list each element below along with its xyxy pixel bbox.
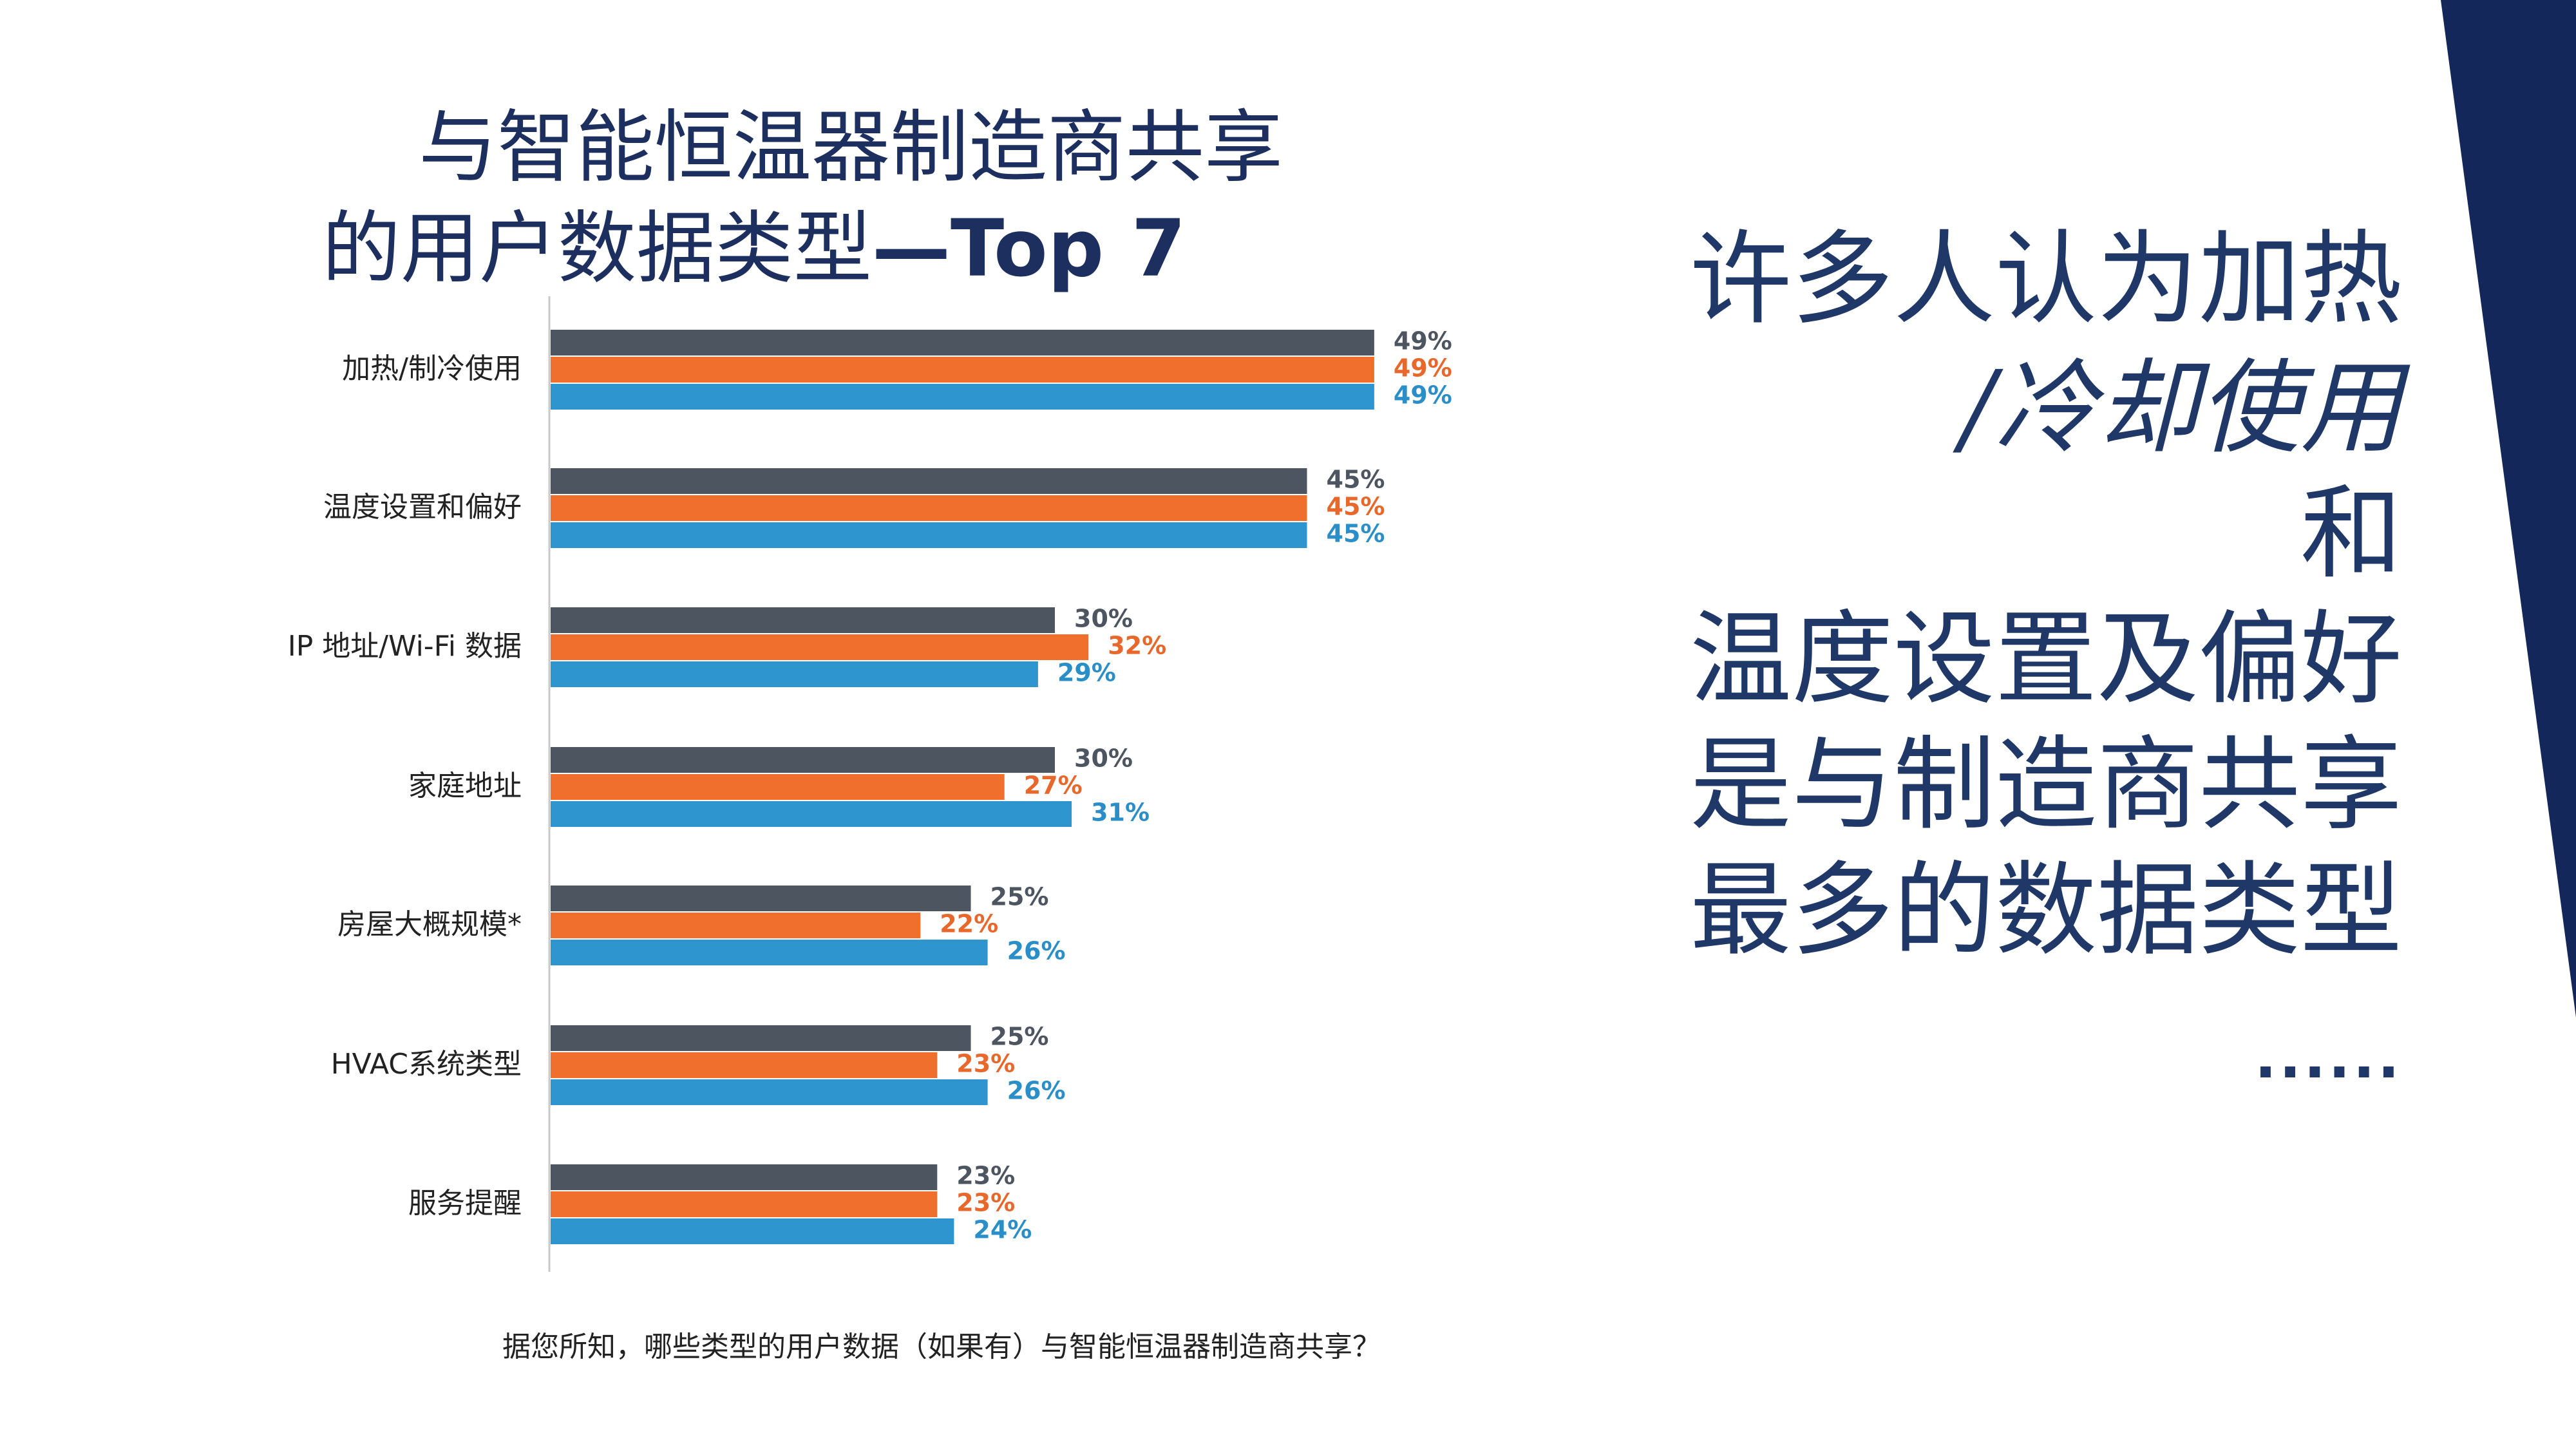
data-label: 49% xyxy=(1394,381,1452,410)
data-label: 23% xyxy=(956,1162,1015,1190)
bar xyxy=(551,801,1072,827)
bar xyxy=(551,747,1055,773)
key-message-line: 许多人认为加热 xyxy=(1690,220,2402,339)
bar xyxy=(551,1025,971,1051)
bar xyxy=(551,357,1374,383)
survey-question: 据您所知，哪些类型的用户数据（如果有）与智能恒温器制造商共享？ xyxy=(502,1331,1381,1363)
key-message-line: /冷却使用 xyxy=(1960,349,2402,468)
bar xyxy=(551,634,1089,660)
bar xyxy=(551,774,1005,800)
data-label: 23% xyxy=(956,1050,1015,1078)
bar xyxy=(551,940,988,965)
category-label: 温度设置和偏好 xyxy=(323,491,522,524)
data-label: 26% xyxy=(1007,1077,1066,1105)
bar xyxy=(551,1164,938,1190)
bar xyxy=(551,330,1374,355)
data-label: 27% xyxy=(1024,772,1083,800)
data-label: 45% xyxy=(1327,466,1385,494)
bar xyxy=(551,661,1038,687)
bar xyxy=(551,522,1307,548)
data-label: 49% xyxy=(1394,327,1452,355)
data-label: 26% xyxy=(1007,937,1066,965)
data-label: 49% xyxy=(1394,354,1452,383)
bar xyxy=(551,1079,988,1105)
bar xyxy=(551,384,1374,410)
category-label: 家庭地址 xyxy=(408,770,522,802)
data-label: 22% xyxy=(940,910,998,938)
data-label: 30% xyxy=(1074,605,1133,633)
key-message-line: 是与制造商共享 xyxy=(1690,726,2402,844)
category-label: HVAC系统类型 xyxy=(331,1048,522,1081)
category-label: IP 地址/Wi-Fi 数据 xyxy=(288,630,522,663)
bar xyxy=(551,913,921,938)
category-label: 房屋大概规模* xyxy=(337,908,522,941)
key-message-line: 最多的数据类型 xyxy=(1690,851,2402,970)
chart-title-main: 的用户数据类型 xyxy=(322,203,872,294)
data-label: 30% xyxy=(1074,744,1133,773)
navy-corner-shape xyxy=(2441,0,2576,1018)
data-label: 45% xyxy=(1327,520,1385,548)
chart-title-line2: 的用户数据类型—Top 7 xyxy=(322,209,1186,288)
chart-title-line1: 与智能恒温器制造商共享 xyxy=(419,102,1283,193)
bar xyxy=(551,886,971,911)
data-label: 45% xyxy=(1327,493,1385,521)
key-message-line: 和 xyxy=(2300,475,2402,593)
bar xyxy=(551,495,1307,521)
data-label: 24% xyxy=(973,1216,1032,1244)
chart-title-suffix: —Top 7 xyxy=(872,203,1186,294)
data-label: 25% xyxy=(990,1023,1049,1051)
bar xyxy=(551,1052,938,1078)
data-label: 25% xyxy=(990,883,1049,911)
data-label: 29% xyxy=(1057,659,1116,687)
bar xyxy=(551,607,1055,633)
category-label: 服务提醒 xyxy=(408,1187,522,1220)
category-label: 加热/制冷使用 xyxy=(342,352,522,385)
bar xyxy=(551,1218,954,1244)
bar xyxy=(551,468,1307,494)
data-label: 23% xyxy=(956,1189,1015,1217)
data-label: 31% xyxy=(1091,799,1150,827)
data-label: 32% xyxy=(1108,632,1166,660)
bar xyxy=(551,1191,938,1217)
ellipsis-dots: ...... xyxy=(2254,1024,2402,1092)
key-message-line: 温度设置及偏好 xyxy=(1690,600,2402,719)
